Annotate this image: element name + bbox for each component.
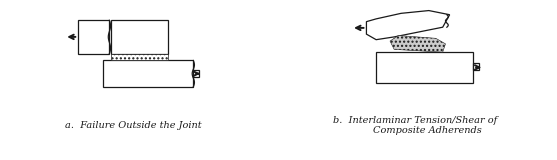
Polygon shape xyxy=(78,20,109,54)
Polygon shape xyxy=(111,54,168,60)
Polygon shape xyxy=(367,11,449,40)
Text: a.  Failure Outside the Joint: a. Failure Outside the Joint xyxy=(65,121,202,130)
Polygon shape xyxy=(193,70,199,77)
Polygon shape xyxy=(376,52,473,83)
Text: b.  Interlaminar Tension/Shear of
        Composite Adherends: b. Interlaminar Tension/Shear of Composi… xyxy=(333,116,497,135)
Polygon shape xyxy=(111,20,168,54)
Polygon shape xyxy=(473,63,479,70)
Polygon shape xyxy=(103,60,193,87)
Polygon shape xyxy=(390,36,446,52)
